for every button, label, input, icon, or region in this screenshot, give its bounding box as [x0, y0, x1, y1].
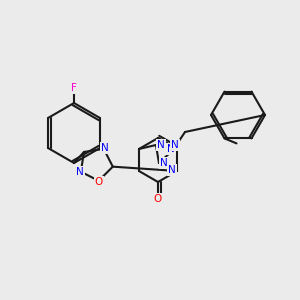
- Text: O: O: [154, 194, 162, 204]
- Text: F: F: [71, 83, 77, 93]
- Text: N: N: [171, 140, 179, 150]
- Text: N: N: [167, 144, 175, 154]
- Text: N: N: [101, 143, 109, 153]
- Text: N: N: [160, 158, 168, 168]
- Text: N: N: [157, 140, 165, 150]
- Text: N: N: [76, 167, 84, 177]
- Text: O: O: [94, 177, 103, 187]
- Text: N: N: [168, 165, 176, 175]
